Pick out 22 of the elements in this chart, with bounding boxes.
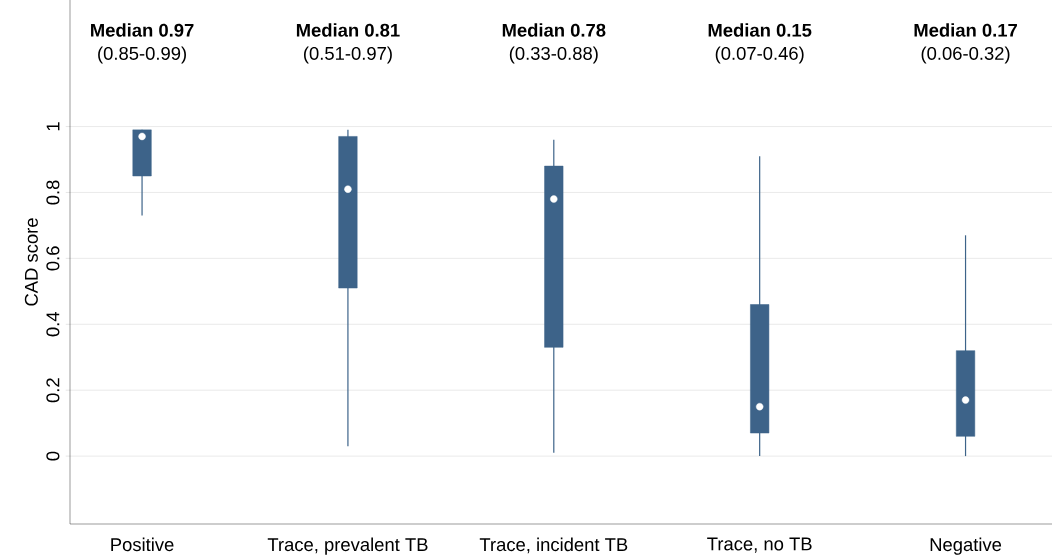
y-tick-label: 0.8 bbox=[46, 180, 60, 205]
annotation: Median 0.78 bbox=[502, 23, 606, 37]
y-axis-title: CAD score bbox=[24, 218, 38, 306]
x-tick-label: Trace, incident TB bbox=[479, 537, 628, 554]
annotation: (0.33-0.88) bbox=[509, 46, 598, 64]
annotation: (0.06-0.32) bbox=[921, 46, 1010, 64]
x-tick-label: Trace, prevalent TB bbox=[267, 537, 428, 555]
y-tick-label: 0 bbox=[46, 451, 60, 461]
annotation: Median 0.15 bbox=[708, 23, 812, 37]
annotation: (0.85-0.99) bbox=[98, 46, 186, 64]
x-tick-label: Trace, no TB bbox=[707, 537, 812, 553]
annotation: Median 0.17 bbox=[914, 23, 1017, 37]
y-tick-label: 0.2 bbox=[46, 378, 60, 403]
x-tick-label: Negative bbox=[930, 537, 1002, 555]
y-tick-label: 0.6 bbox=[46, 246, 60, 271]
annotation: (0.51-0.97) bbox=[303, 46, 392, 64]
annotation: Median 0.97 bbox=[91, 23, 194, 37]
y-tick-label: 1 bbox=[46, 122, 60, 131]
x-tick-label: Positive bbox=[111, 537, 174, 552]
annotation: Median 0.81 bbox=[296, 23, 400, 37]
y-tick-label: 0.4 bbox=[46, 312, 60, 337]
annotation: (0.07-0.46) bbox=[715, 46, 804, 64]
